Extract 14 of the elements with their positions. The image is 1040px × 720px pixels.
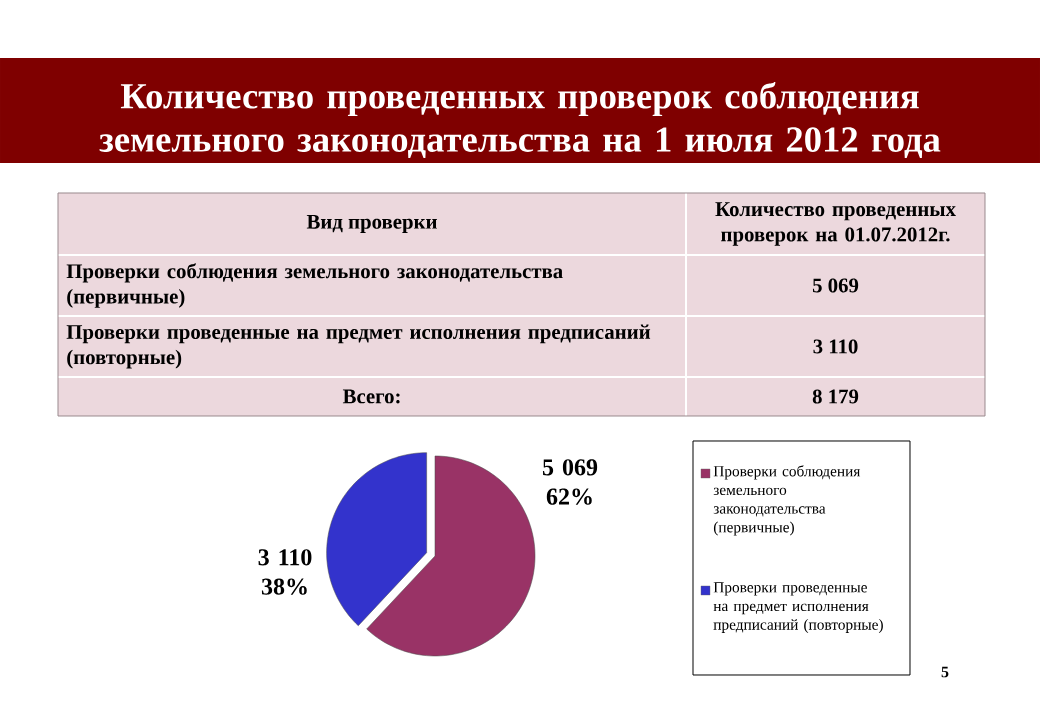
text: 5 069 [812, 278, 859, 293]
legend-label: Проверки соблюдения земельного законодательства (первичные) [713, 465, 861, 536]
legend-label: Проверки проведенные на предмет исполнения предписаний (повторные) [713, 582, 883, 633]
slice-label: Проверки проведенные на предмет исполнения предписаний (повторные) [66, 324, 651, 369]
text: Вид проверки [306, 214, 437, 234]
data-label: 3 110 38% [258, 549, 312, 595]
data-label: 5 069 62% [542, 459, 598, 505]
text: 5 [941, 666, 949, 678]
text: 8 179 [812, 389, 859, 404]
category-label: Проверки соблюдения земельного законодательства (первичные) [66, 263, 563, 308]
chart-title: Количество проведенных проверок соблюдения земельного законодательства на 1 июля 2012 года [99, 82, 941, 158]
text: Количество проведенных проверок на 01.07.2012г. [715, 202, 956, 246]
text: 3 110 [813, 339, 858, 354]
text: Всего: [342, 389, 400, 404]
